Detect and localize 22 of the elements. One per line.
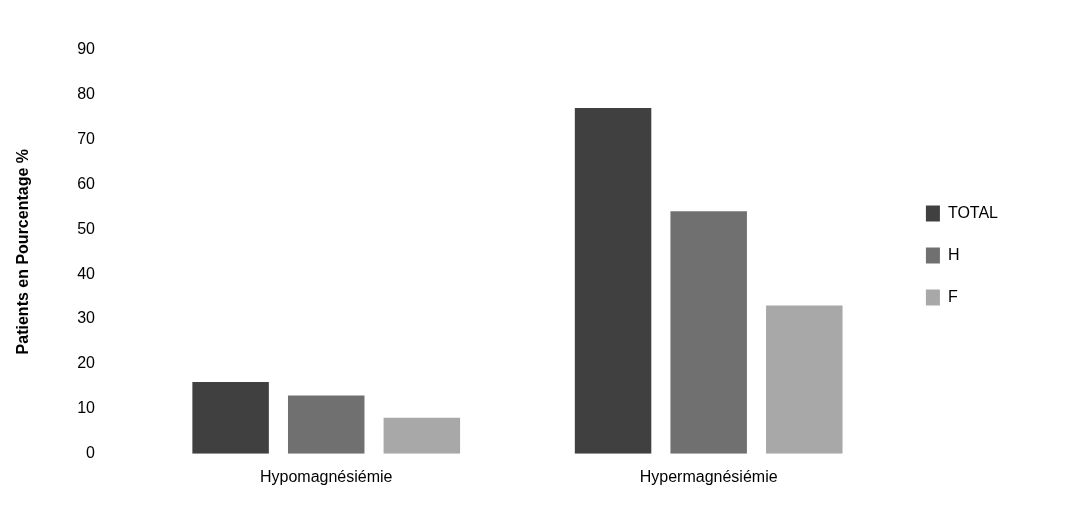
y-tick-label: 50: [77, 219, 96, 237]
bar: [287, 395, 365, 454]
y-tick-label: 10: [77, 399, 96, 417]
bar: [383, 417, 461, 454]
y-tick-label: 0: [86, 444, 96, 462]
y-tick-label: 30: [77, 309, 96, 327]
bar: [766, 305, 843, 454]
y-tick-label: 60: [77, 174, 96, 192]
x-tick-label: Hypomagnésiémie: [259, 467, 393, 485]
bar: [670, 211, 747, 454]
legend-label: H: [947, 245, 960, 263]
y-tick-label: 40: [77, 264, 96, 282]
y-tick-label: 90: [77, 40, 96, 58]
y-tick-label: 70: [77, 129, 96, 147]
y-tick-label: 20: [77, 354, 96, 372]
legend-label: TOTAL: [947, 203, 999, 221]
bar: [574, 107, 652, 454]
y-tick-label: 80: [77, 84, 96, 102]
y-axis-title: Patients en Pourcentage %: [14, 149, 32, 355]
x-tick-label: Hypermagnésiémie: [639, 467, 778, 485]
bar: [192, 381, 269, 454]
legend-label: F: [947, 287, 958, 305]
